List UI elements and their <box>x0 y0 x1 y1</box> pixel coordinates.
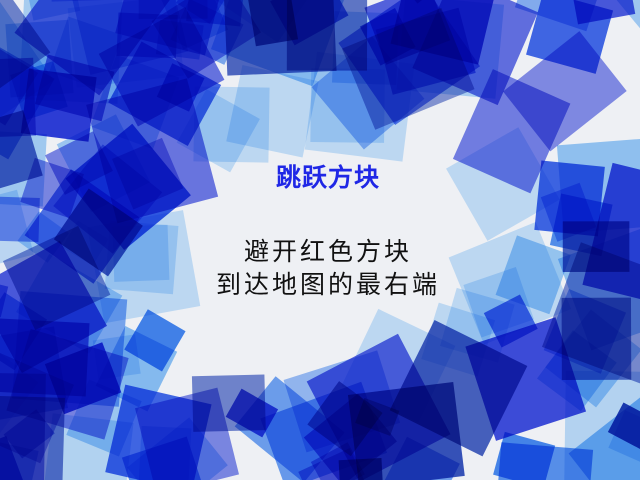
background-tile <box>160 0 229 50</box>
background-tile <box>111 137 184 210</box>
background-tile <box>112 224 170 282</box>
background-tile <box>0 0 54 136</box>
background-tile <box>0 372 46 480</box>
background-tile <box>193 86 270 163</box>
background-tile <box>446 127 560 241</box>
background-tile <box>412 0 538 106</box>
background-tile <box>45 131 113 195</box>
instruction-line-2: 到达地图的最右端 <box>215 270 440 299</box>
background-tile <box>138 425 192 480</box>
background-tile <box>564 370 640 480</box>
background-tile <box>22 0 81 21</box>
instruction-line-1: 避开红色方块 <box>243 237 412 266</box>
background-tile <box>557 227 640 351</box>
game-title: 跳跃方块 <box>275 163 380 192</box>
background-tile <box>247 0 299 47</box>
background-tile <box>359 8 416 66</box>
background-tile <box>341 308 456 423</box>
background-tile <box>0 189 34 269</box>
background-tile <box>537 330 617 412</box>
background-tile <box>298 448 368 480</box>
background-tile <box>191 374 266 432</box>
background-tile <box>304 51 415 162</box>
background-tile <box>0 110 43 198</box>
background-tile <box>124 309 186 372</box>
background-tile <box>526 0 614 74</box>
